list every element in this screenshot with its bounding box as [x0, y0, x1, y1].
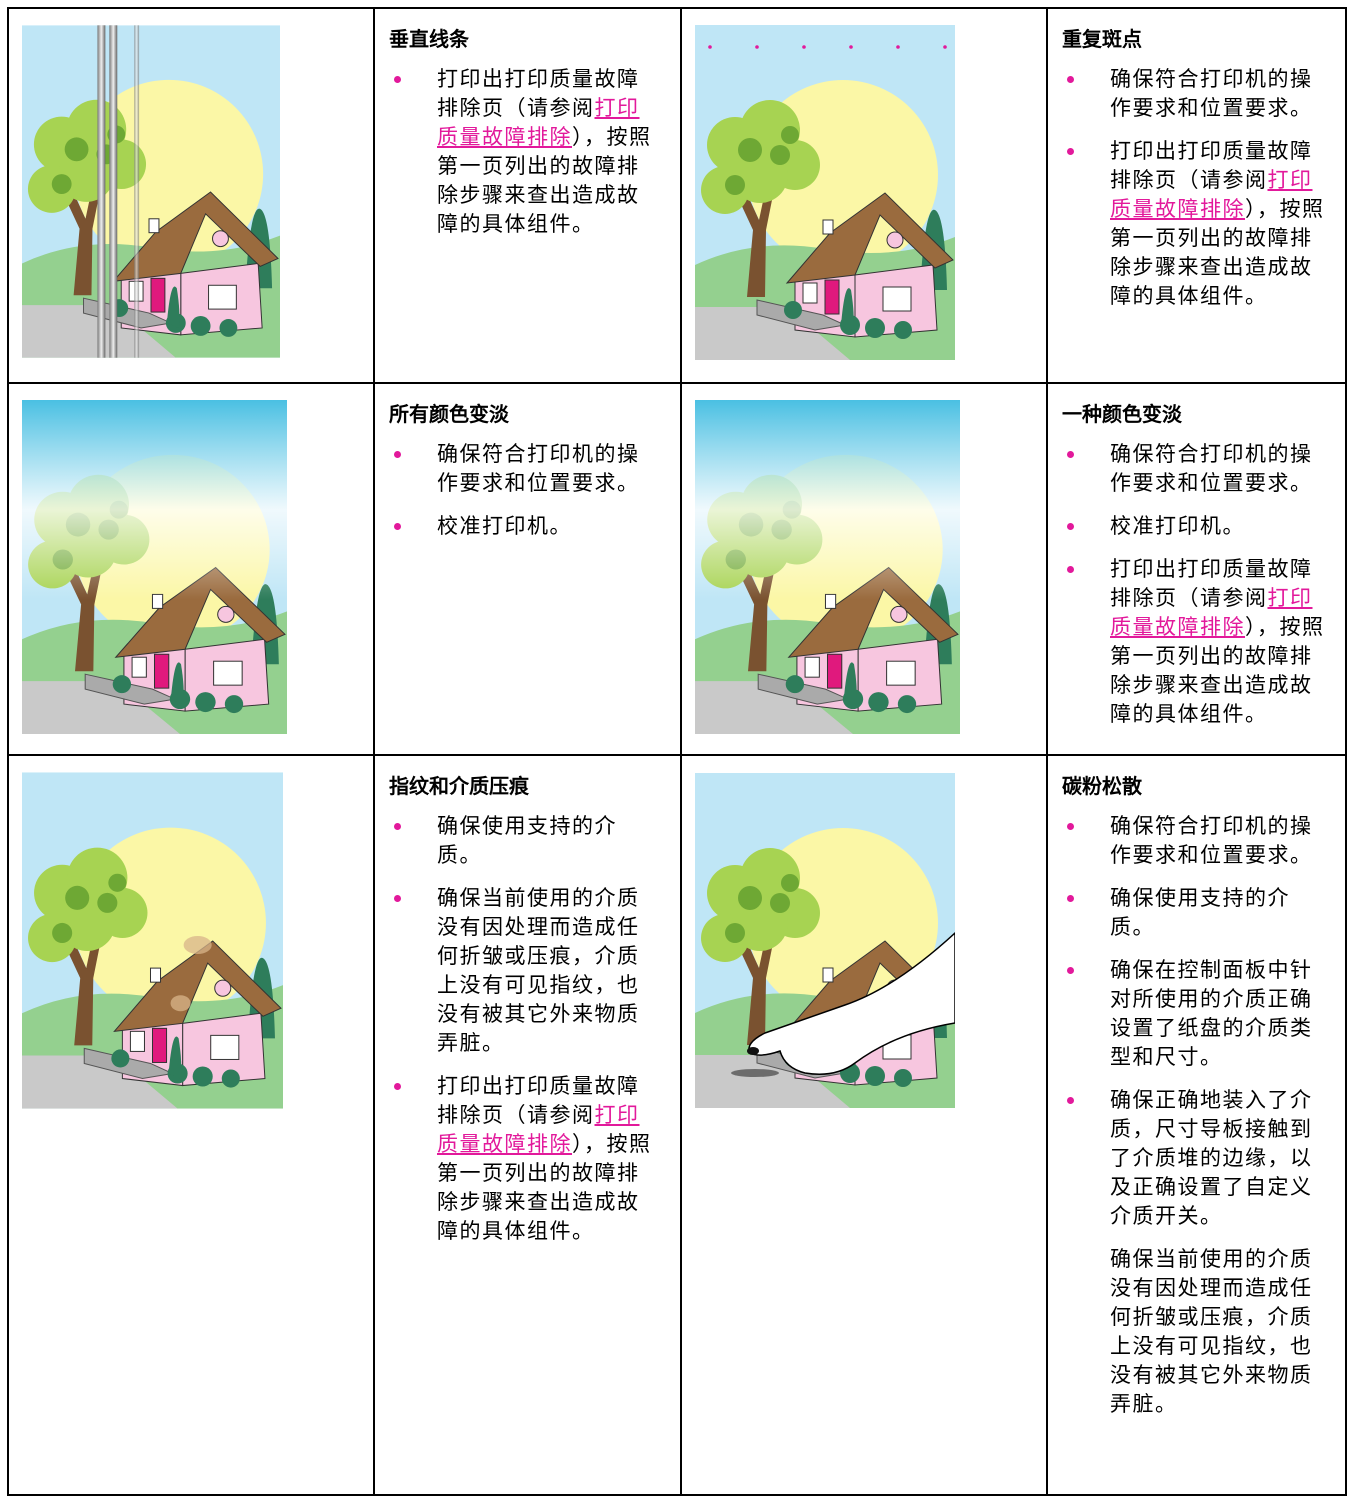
image-cell [7, 754, 375, 1496]
title: 指纹和介质压痕 [389, 774, 529, 798]
image-cell [7, 7, 375, 384]
bullet-item: 打印出打印质量故障排除页（请参阅打印质量故障排除），按照第一页列出的故障排除步骤… [389, 1072, 657, 1246]
bullet-item: 校准打印机。 [389, 512, 657, 541]
illustration [22, 400, 287, 734]
image-cell [680, 7, 1048, 384]
bullet-item: 确保使用支持的介质。 [389, 812, 657, 870]
bullet-item: 打印出打印质量故障排除页（请参阅打印质量故障排除），按照第一页列出的故障排除步骤… [1062, 555, 1330, 729]
text: ），按照第一页列出的故障排除步骤来查出造成故障的具体组件。 [1110, 197, 1325, 308]
bullet-item: 确保符合打印机的操作要求和位置要求。 [1062, 440, 1330, 498]
text: 打印出打印质量故障排除页（请参阅 [437, 1074, 640, 1127]
illustration [695, 400, 960, 734]
link[interactable]: 打印质量故障排除 [437, 1103, 640, 1156]
link[interactable]: 打印质量故障排除 [1110, 586, 1313, 639]
title: 碳粉松散 [1062, 774, 1142, 798]
bullet-item: 确保正确地装入了介质，尺寸导板接触到了介质堆的边缘，以及正确设置了自定义介质开关… [1062, 1086, 1330, 1231]
bullet-list: 确保符合打印机的操作要求和位置要求。 确保使用支持的介质。确保在控制面板中针对所使… [1062, 812, 1331, 1231]
text-cell: 碳粉松散确保符合打印机的操作要求和位置要求。 确保使用支持的介质。确保在控制面板中… [1046, 754, 1347, 1496]
bullet-item: 确保在控制面板中针对所使用的介质正确设置了纸盘的介质类型和尺寸。 [1062, 956, 1330, 1072]
text-cell: 指纹和介质压痕确保使用支持的介质。确保当前使用的介质没有因处理而造成任何折皱或压… [373, 754, 682, 1496]
bullet-list: 打印出打印质量故障排除页（请参阅打印质量故障排除），按照第一页列出的故障排除步骤… [389, 65, 666, 239]
text: 打印出打印质量故障排除页（请参阅 [1110, 557, 1313, 610]
bullet-list: 确保符合打印机的操作要求和位置要求。打印出打印质量故障排除页（请参阅打印质量故障… [1062, 65, 1331, 311]
bullet-item: 校准打印机。 [1062, 512, 1330, 541]
text-cell: 重复斑点确保符合打印机的操作要求和位置要求。打印出打印质量故障排除页（请参阅打印… [1046, 7, 1347, 384]
page: 垂直线条 打印出打印质量故障排除页（请参阅打印质量故障排除），按照第一页列出的故障… [7, 7, 1347, 1496]
illustration [695, 25, 955, 360]
bullet-item: 确保符合打印机的操作要求和位置要求。 [389, 440, 657, 498]
title: 所有颜色变淡 [389, 402, 509, 426]
bullet-list: 确保符合打印机的操作要求和位置要求。校准打印机。 [389, 440, 666, 541]
text-cell: 一种颜色变淡确保符合打印机的操作要求和位置要求。校准打印机。打印出打印质量故障排… [1046, 382, 1347, 756]
text: 打印出打印质量故障排除页（请参阅 [437, 67, 640, 120]
illustration [695, 772, 956, 1109]
text: ），按照第一页列出的故障排除步骤来查出造成故障的具体组件。 [437, 1132, 652, 1243]
title: 垂直线条 [389, 27, 469, 51]
link[interactable]: 打印质量故障排除 [437, 96, 640, 149]
link[interactable]: 打印质量故障排除 [1110, 168, 1313, 221]
bullet-item: 确保使用支持的介质。 [1062, 884, 1330, 942]
bullet-list: 确保使用支持的介质。确保当前使用的介质没有因处理而造成任何折皱或压痕，介质上没有… [389, 812, 666, 1246]
title: 重复斑点 [1062, 27, 1142, 51]
image-cell [680, 754, 1048, 1496]
title: 一种颜色变淡 [1062, 402, 1182, 426]
bullet-item: 确保符合打印机的操作要求和位置要求。 [1062, 812, 1330, 870]
text: ），按照第一页列出的故障排除步骤来查出造成故障的具体组件。 [1110, 615, 1325, 726]
text: 打印出打印质量故障排除页（请参阅 [1110, 139, 1313, 192]
image-cell [7, 382, 375, 756]
bullet-item: 确保符合打印机的操作要求和位置要求。 [1062, 65, 1330, 123]
text: ），按照第一页列出的故障排除步骤来查出造成故障的具体组件。 [437, 125, 652, 236]
illustration [22, 772, 283, 1109]
text-cell: 垂直线条打印出打印质量故障排除页（请参阅打印质量故障排除），按照第一页列出的故障… [373, 7, 682, 384]
illustration [22, 25, 280, 358]
bullet-list: 确保符合打印机的操作要求和位置要求。校准打印机。打印出打印质量故障排除页（请参阅… [1062, 440, 1331, 729]
note: 确保当前使用的介质没有因处理而造成任何折皱或压痕，介质上没有可见指纹，也没有被其… [1110, 1247, 1313, 1416]
bullet-item: 打印出打印质量故障排除页（请参阅打印质量故障排除），按照第一页列出的故障排除步骤… [1062, 137, 1330, 311]
issue-table: 垂直线条 打印出打印质量故障排除页（请参阅打印质量故障排除），按照第一页列出的故障… [7, 7, 1347, 1496]
text-cell: 所有颜色变淡确保符合打印机的操作要求和位置要求。校准打印机。 [373, 382, 682, 756]
image-cell [680, 382, 1048, 756]
bullet-item: 确保当前使用的介质没有因处理而造成任何折皱或压痕，介质上没有可见指纹，也没有被其… [389, 884, 657, 1058]
bullet-item: 打印出打印质量故障排除页（请参阅打印质量故障排除），按照第一页列出的故障排除步骤… [389, 65, 657, 239]
